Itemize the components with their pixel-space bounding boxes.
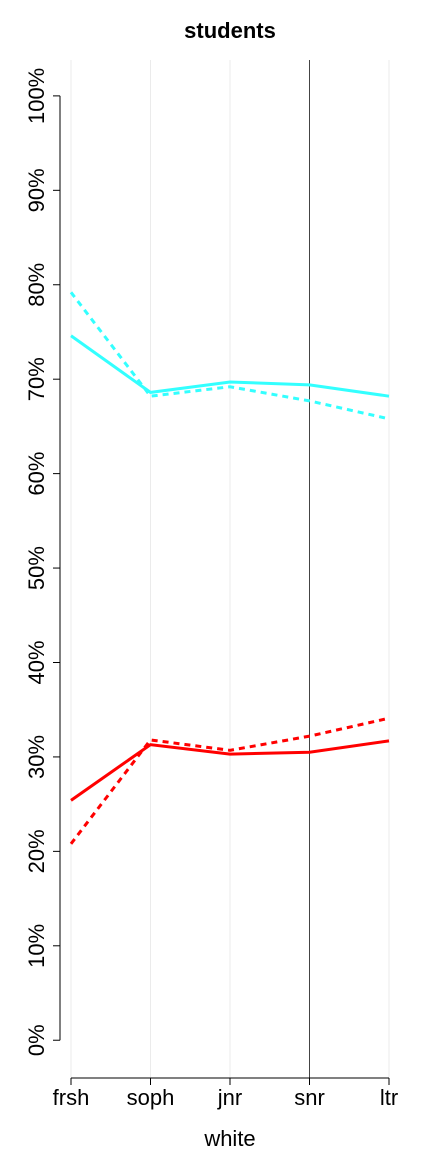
x-axis-label: white [203,1126,255,1151]
series-line [70,739,390,802]
y-tick-label: 10% [24,924,49,968]
x-tick-label: soph [127,1085,175,1110]
x-tick-label: frsh [53,1085,90,1110]
x-tick-label: snr [294,1085,325,1110]
x-tick-label: jnr [217,1085,242,1110]
y-tick-label: 0% [24,1024,49,1056]
y-tick-label: 30% [24,735,49,779]
x-tick-label: ltr [380,1085,398,1110]
y-tick-label: 20% [24,829,49,873]
series-line [69,716,390,845]
y-tick-label: 40% [24,640,49,684]
y-tick-label: 90% [24,168,49,212]
y-tick-label: 70% [24,357,49,401]
y-tick-label: 100% [24,68,49,124]
chart-title: students [184,18,276,43]
y-tick-label: 60% [24,452,49,496]
series-line [69,291,390,421]
y-tick-label: 80% [24,263,49,307]
series-line [70,334,390,398]
y-tick-label: 50% [24,546,49,590]
